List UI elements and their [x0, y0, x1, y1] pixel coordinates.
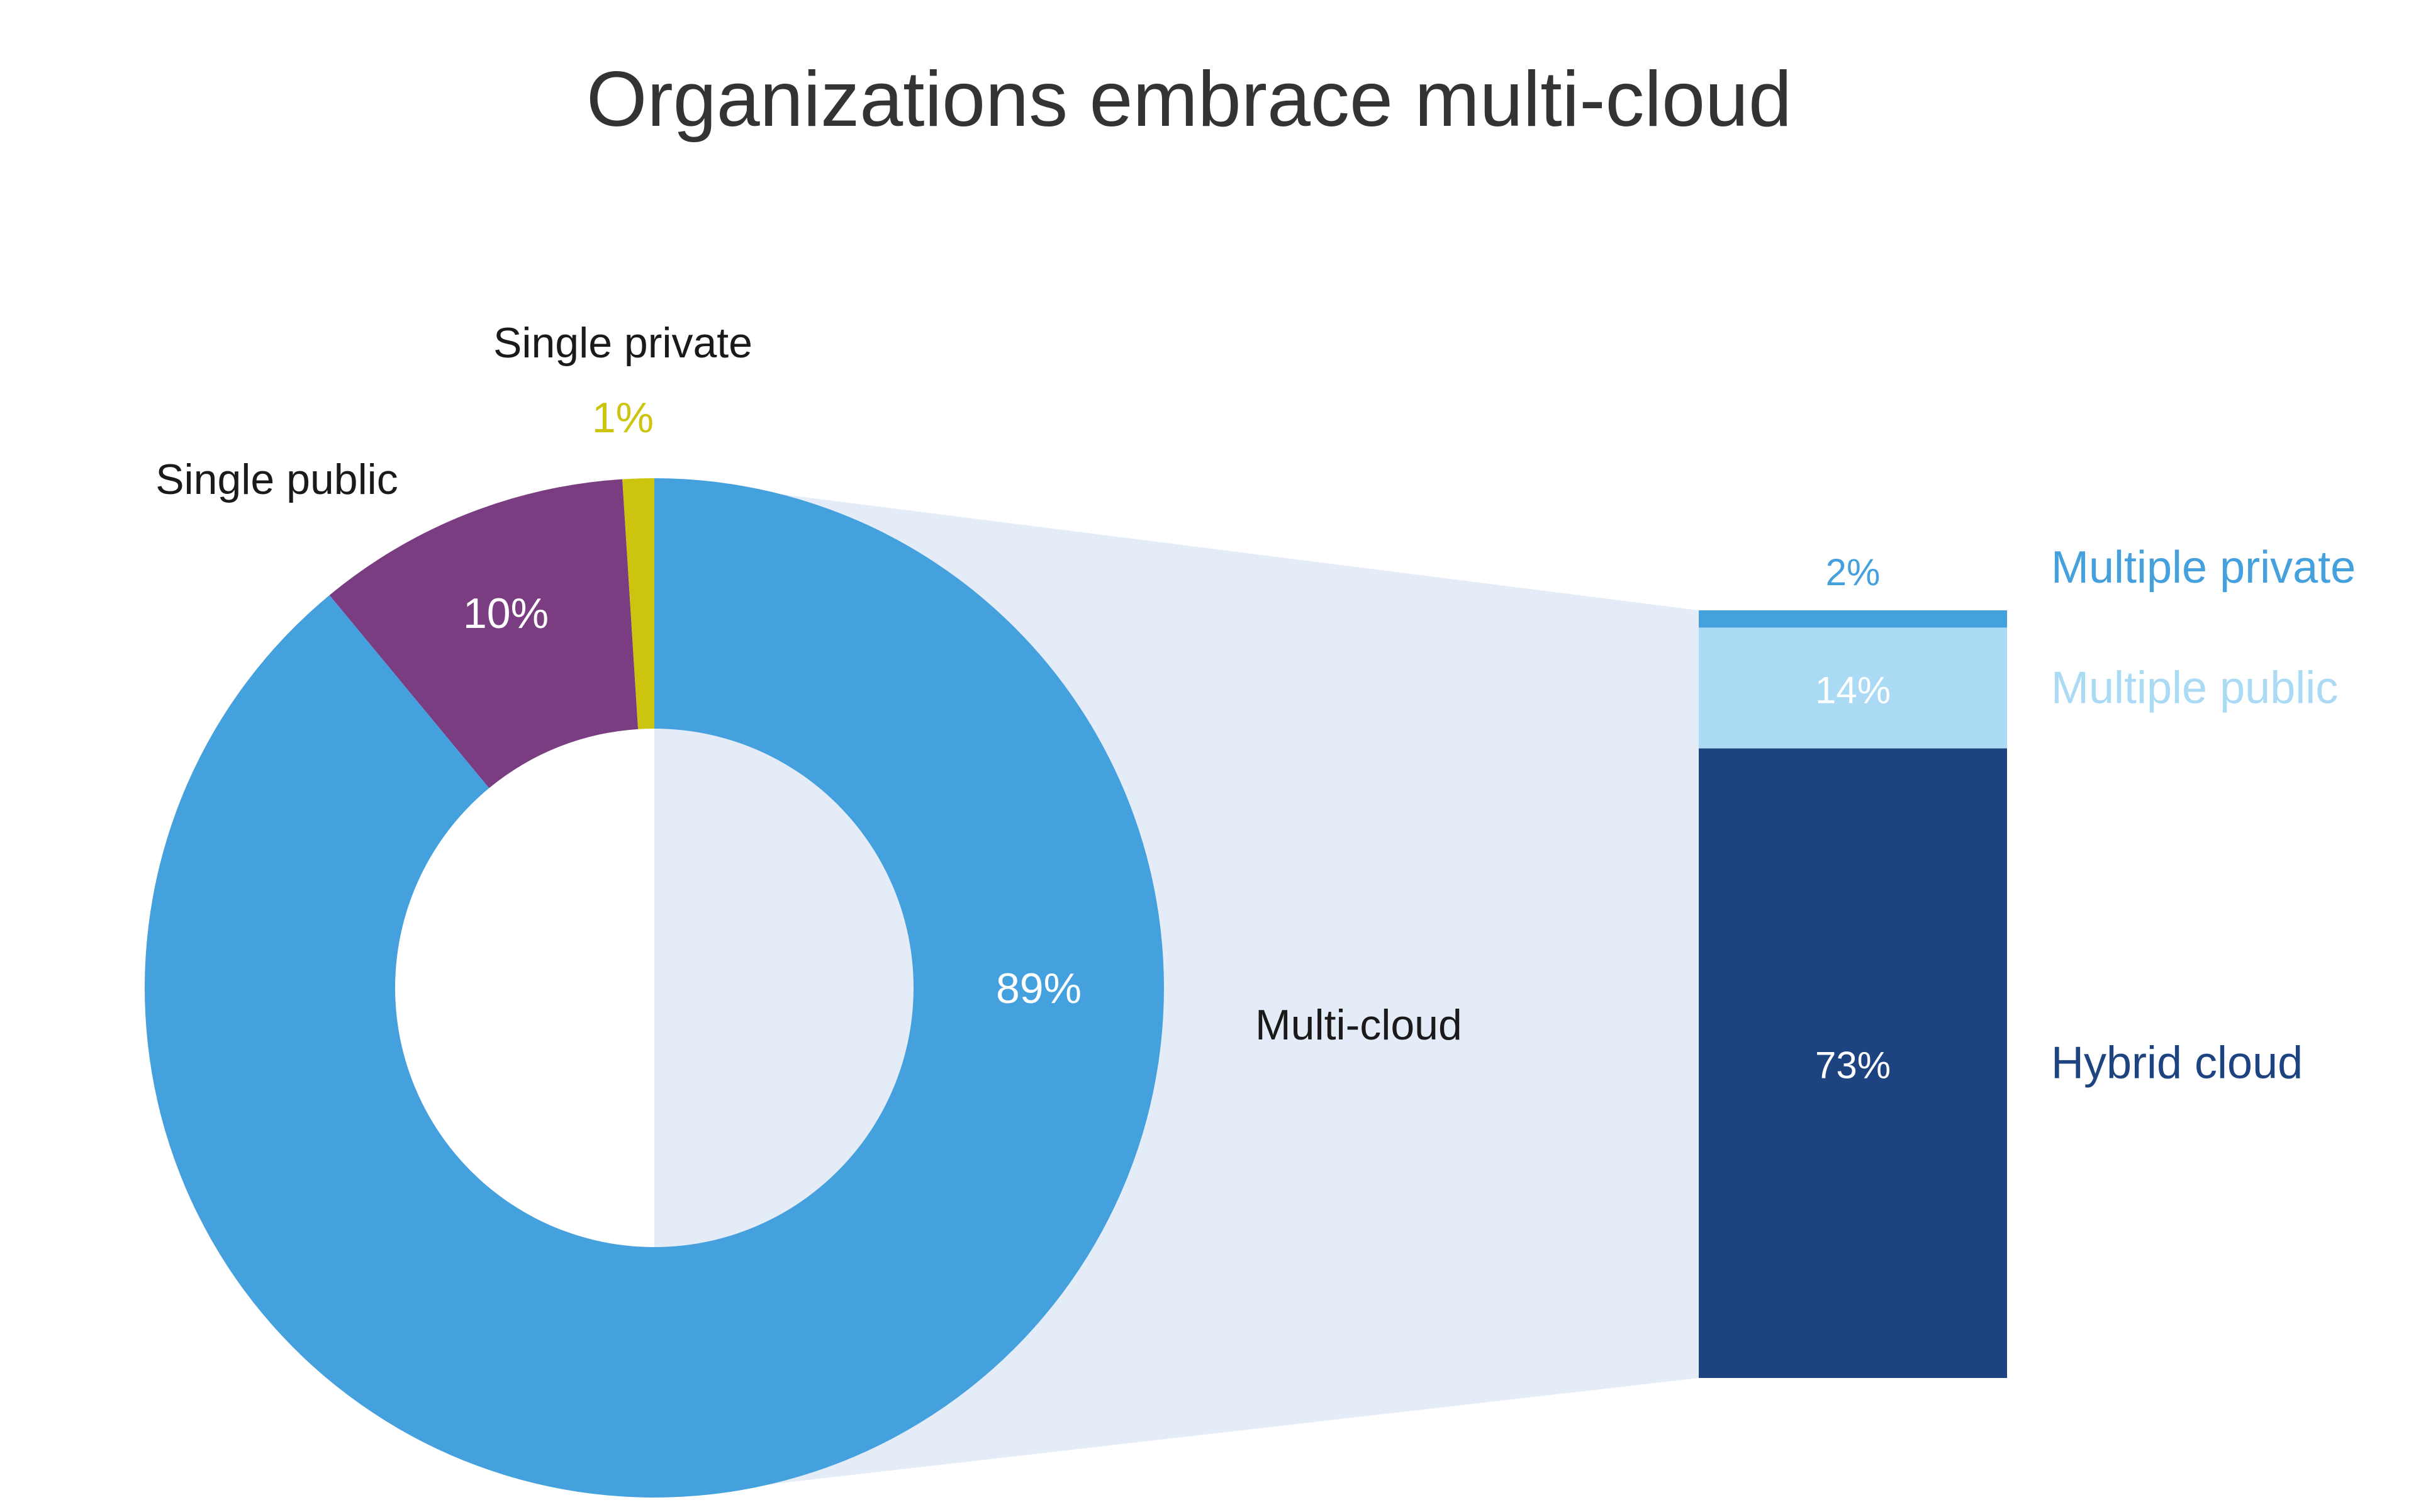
chart-title: Organizations embrace multi-cloud [586, 56, 1792, 143]
slice-value-multi-cloud: 89% [996, 965, 1082, 1012]
bar-label-multiple-private: Multiple private [2051, 542, 2356, 593]
slice-value-single-public: 10% [463, 590, 549, 637]
slice-label-multi-cloud: Multi-cloud [1255, 1001, 1462, 1049]
donut-slice-multi-cloud [145, 478, 1165, 1498]
bar-segment-multiple-public [1699, 627, 2007, 749]
donut-chart [145, 478, 1165, 1498]
slice-label-single-public: Single public [155, 456, 398, 503]
donut-slice-single-private [622, 478, 654, 729]
slice-label-single-private: Single private [493, 319, 752, 367]
bar-segment-multiple-private [1699, 610, 2007, 628]
donut-slice-single-public [329, 479, 639, 788]
label-layer: 89% Multi-cloud 10% Single public 1% Single p… [155, 319, 2356, 1089]
bar-label-multiple-public: Multiple public [2051, 663, 2338, 713]
stacked-bar [1699, 610, 2007, 1378]
bar-value-multiple-private: 2% [1826, 551, 1881, 593]
bar-label-hybrid-cloud: Hybrid cloud [2051, 1038, 2303, 1089]
bar-value-hybrid-cloud: 73% [1815, 1044, 1891, 1087]
bar-value-multiple-public: 14% [1815, 669, 1891, 711]
bar-segment-hybrid-cloud [1699, 748, 2007, 1378]
slice-value-single-private: 1% [592, 394, 654, 442]
